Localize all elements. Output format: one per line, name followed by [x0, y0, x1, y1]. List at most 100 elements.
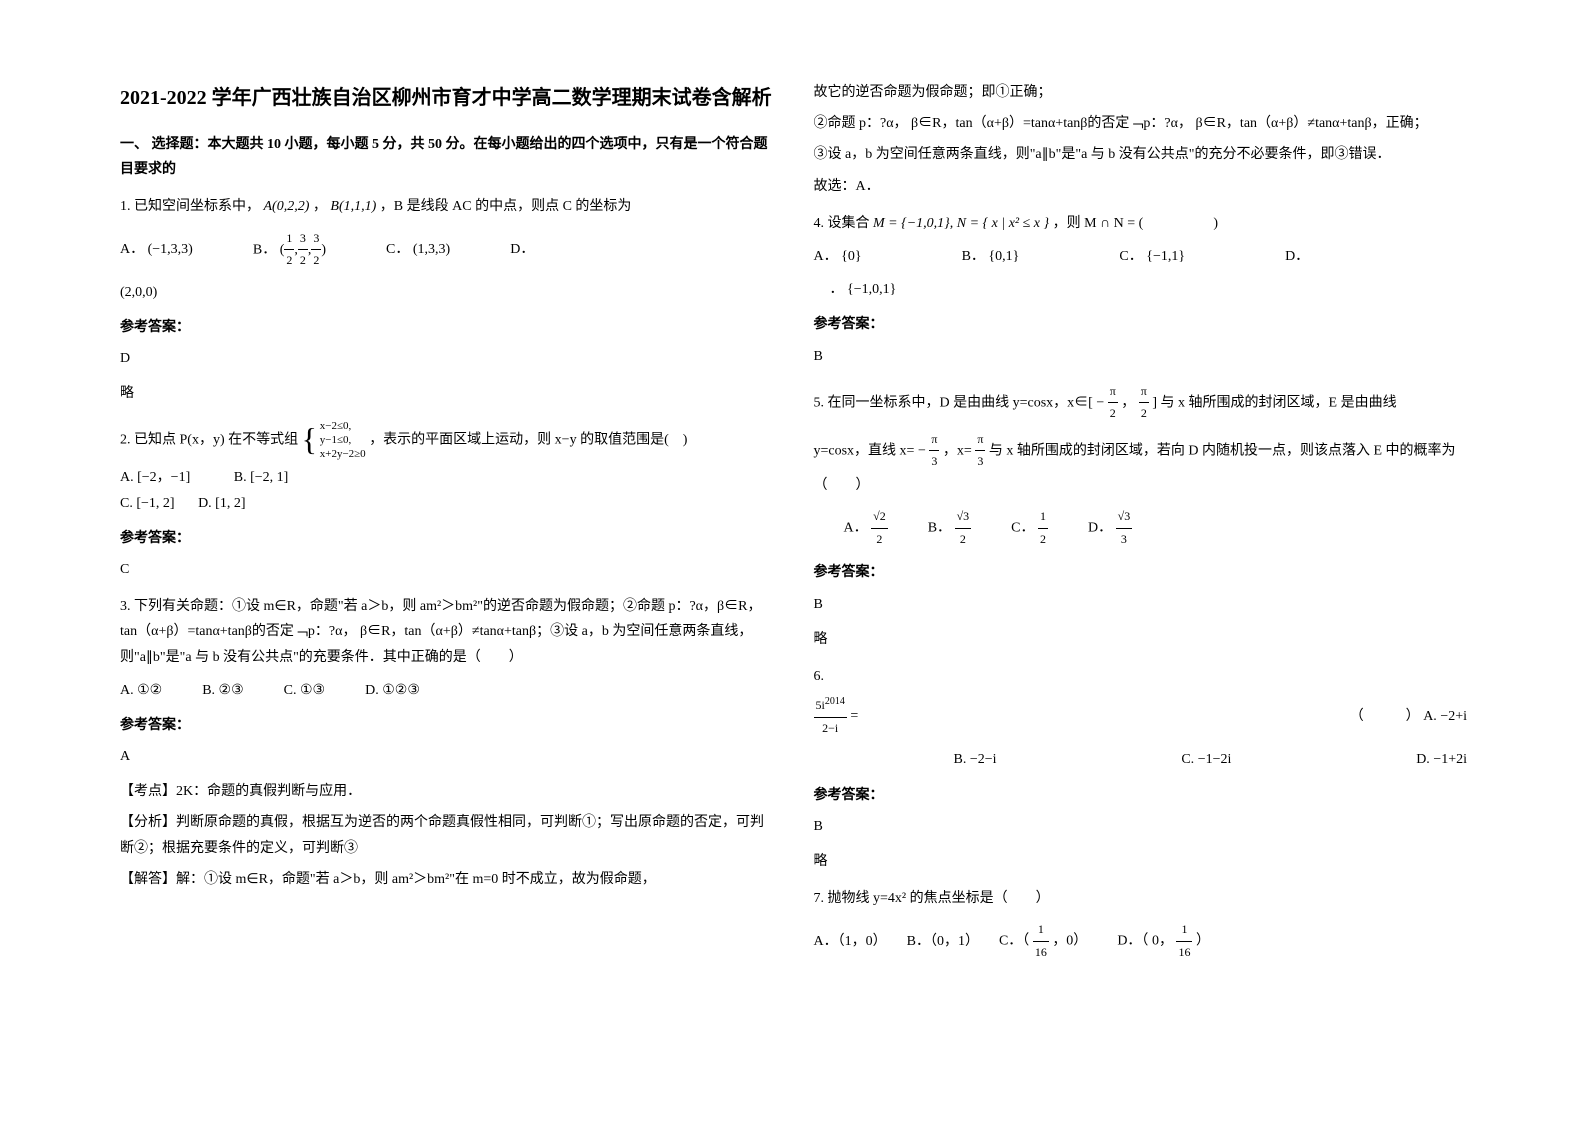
- q4-optC: C． {−1,1}: [1119, 244, 1185, 269]
- q7-optD: D．（ 0， 116 ）: [1117, 919, 1210, 963]
- q4-a: 4. 设集合: [814, 216, 870, 231]
- frac-pi-2a: π2: [1108, 381, 1118, 425]
- optC-label: C．: [386, 242, 409, 257]
- section-heading: 一、 选择题：本大题共 10 小题，每小题 5 分，共 50 分。在每小题给出的…: [120, 132, 774, 182]
- exam-title: 2021-2022 学年广西壮族自治区柳州市育才中学高二数学理期末试卷含解析: [120, 80, 774, 116]
- q4-optA-label: A．: [814, 249, 838, 264]
- q52b: ，x=: [943, 443, 972, 458]
- q6-optD-label: D.: [1416, 752, 1430, 767]
- q5-options: A． √22 B． √32 C． 12 D． √33: [844, 506, 1468, 550]
- q1-B: B(1,1,1): [330, 199, 376, 214]
- q6-paren: （ ）: [1350, 709, 1420, 724]
- q7-zero: 0，: [1152, 934, 1173, 949]
- q6-extra: 略: [814, 849, 1468, 874]
- q6-ans: B: [814, 814, 1468, 839]
- q6-stem-num: 6.: [814, 664, 1468, 689]
- right-column: 故它的逆否命题为假命题；即①正确； ②命题 p：?α， β∈R，tan（α+β）…: [794, 80, 1488, 1082]
- q5-ans: B: [814, 592, 1468, 617]
- optC-val: (1,3,3): [413, 242, 450, 257]
- q6-optA-label: A.: [1423, 709, 1437, 724]
- q4-optD: ． {−1,0,1}: [814, 277, 1468, 302]
- q7-stem: 7. 抛物线 y=4x² 的焦点坐标是（ ）: [814, 886, 1468, 911]
- q2-stem: 2. 已知点 P(x，y) 在不等式组 { x−2≤0, y−1≤0, x+2y…: [120, 419, 774, 462]
- q2-optD: D. [1, 2]: [198, 496, 245, 511]
- q1-optD-val: (2,0,0): [120, 280, 774, 305]
- q3-options: A. ①② B. ②③ C. ①③ D. ①②③: [120, 678, 774, 703]
- q6-optD-wrap: D. −1+2i: [1416, 747, 1467, 772]
- q5-stem-line1: 5. 在同一坐标系中，D 是由曲线 y=cosx，x∈[ − π2 ， π2 ]…: [814, 381, 1468, 425]
- q3-optD: D. ①②③: [365, 678, 420, 703]
- optA-val: (−1,3,3): [148, 242, 193, 257]
- q4-optC-label: C．: [1119, 249, 1142, 264]
- q7-optC-label: C．（: [999, 934, 1029, 949]
- q4-optB-val: {0,1}: [988, 249, 1019, 264]
- q6-optB: −2−i: [970, 752, 997, 767]
- q2-options-row2: C. [−1, 2] D. [1, 2]: [120, 491, 774, 516]
- q1-ans-label: 参考答案：: [120, 315, 774, 340]
- case2: y−1≤0,: [320, 433, 366, 447]
- q1-optB: B． (12,32,32): [253, 228, 326, 272]
- frac-s3-3: √33: [1116, 506, 1133, 550]
- q5c: ] 与 x 轴所围成的封闭区域，E 是由曲线: [1152, 395, 1396, 410]
- q4-ans-label: 参考答案：: [814, 312, 1468, 337]
- q6-optC-wrap: C. −1−2i: [1181, 747, 1231, 772]
- q5-extra: 略: [814, 627, 1468, 652]
- frac-1-16a: 116: [1033, 919, 1049, 963]
- q7-optD-label: D．（: [1117, 934, 1148, 949]
- q4-b: ，则 M ∩ N = ( ): [1053, 216, 1218, 231]
- q6-optB-wrap: B. −2−i: [954, 747, 997, 772]
- q1-optC: C． (1,3,3): [386, 237, 450, 262]
- q1-optA: A． (−1,3,3): [120, 237, 193, 262]
- q7-optC: C．（ 116 ，0）: [999, 919, 1087, 963]
- q2-cases: { x−2≤0, y−1≤0, x+2y−2≥0: [302, 419, 366, 462]
- q4-optA-val: {0}: [841, 249, 861, 264]
- q1-ans: D: [120, 346, 774, 371]
- q5b: ，: [1121, 395, 1135, 410]
- q3-r2: ②命题 p：?α， β∈R，tan（α+β）=tanα+tanβ的否定﹁p：?α…: [814, 111, 1468, 136]
- q2-options-row1: A. [−2，−1] B. [−2, 1]: [120, 465, 774, 490]
- q6-paren-A: （ ） A. −2+i: [1350, 704, 1467, 729]
- q6-formula-row: 5i2014 2−i = （ ） A. −2+i: [814, 693, 1468, 739]
- q1-extra: 略: [120, 381, 774, 406]
- q1-optD-label: D．: [510, 237, 534, 262]
- q6-optC-label: C.: [1181, 752, 1194, 767]
- q3-optA: A. ①②: [120, 678, 162, 703]
- q5-optB: B． √32: [928, 506, 971, 550]
- q6-optC: −1−2i: [1198, 752, 1232, 767]
- q4-stem: 4. 设集合 M = {−1,0,1}, N = { x | x² ≤ x } …: [814, 211, 1468, 236]
- frac-1-2: 12: [1038, 506, 1048, 550]
- q7-optC-end: ，0）: [1052, 934, 1087, 949]
- q6-optB-label: B.: [954, 752, 967, 767]
- q1-stem: 1. 已知空间坐标系中， A(0,2,2) ， B(1,1,1) ，B 是线段 …: [120, 194, 774, 219]
- q7-optA: A．（1，0）: [814, 929, 887, 954]
- frac-s2-2: √22: [871, 506, 888, 550]
- case3: x+2y−2≥0: [320, 447, 366, 461]
- q6-eq: =: [850, 709, 858, 724]
- q3-ans-label: 参考答案：: [120, 713, 774, 738]
- q2-text-b: ，表示的平面区域上运动，则 x−y 的取值范围是( ): [369, 432, 687, 447]
- q5-optD: D． √33: [1088, 506, 1132, 550]
- q4-optA: A． {0}: [814, 244, 862, 269]
- q6-ans-label: 参考答案：: [814, 783, 1468, 808]
- q6-optA: −2+i: [1440, 709, 1467, 724]
- q3-r3: ③设 a，b 为空间任意两条直线，则"a∥b"是"a 与 b 没有公共点"的充分…: [814, 142, 1468, 167]
- q5-stem-line2: y=cosx，直线 x= − π3 ，x= π3 与 x 轴所围成的封闭区域，若…: [814, 429, 1468, 498]
- q2-optC: C. [−1, 2]: [120, 496, 175, 511]
- q4-optD-label: D．: [1285, 244, 1309, 269]
- q5-optA: A． √22: [844, 506, 888, 550]
- q3-solve1: 【解答】解：①设 m∈R，命题"若 a＞b，则 am²＞bm²"在 m=0 时不…: [120, 867, 774, 892]
- q1-text-b: ，: [313, 199, 327, 214]
- q7-optB: B．（0，1）: [907, 929, 979, 954]
- optD-label: D．: [510, 242, 534, 257]
- q2-ans: C: [120, 557, 774, 582]
- q3-optB: B. ②③: [202, 678, 243, 703]
- q6-frac: 5i2014 2−i: [814, 693, 847, 739]
- q5-optC-label: C．: [1011, 521, 1034, 536]
- frac-pi-3a: π3: [929, 429, 939, 473]
- q4-ans: B: [814, 344, 1468, 369]
- q5-optC: C． 12: [1011, 506, 1048, 550]
- left-column: 2021-2022 学年广西壮族自治区柳州市育才中学高二数学理期末试卷含解析 一…: [100, 80, 794, 1082]
- q3-r4: 故选：A．: [814, 174, 1468, 199]
- q52a: y=cosx，直线 x= −: [814, 443, 926, 458]
- q3-optC: C. ①③: [284, 678, 325, 703]
